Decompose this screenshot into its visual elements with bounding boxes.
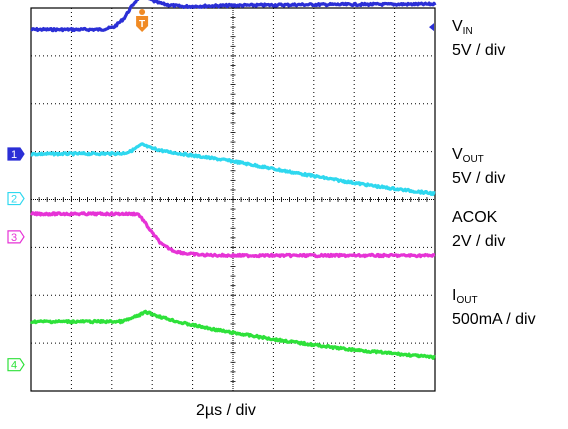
vin-name-sub: IN — [462, 26, 473, 37]
trace-2 — [30, 142, 436, 196]
trigger-flag — [136, 16, 149, 32]
plot-grid — [31, 8, 435, 391]
vout-name-sub: OUT — [462, 154, 484, 165]
channel-marker-shape — [7, 358, 25, 372]
channel-marker-number: 4 — [11, 360, 17, 372]
vin-scale: 5V / div — [452, 42, 506, 59]
channel-marker-number: 1 — [11, 149, 17, 161]
acok-scale: 2V / div — [452, 233, 506, 250]
channel-marker-3: 3 — [7, 230, 25, 244]
channel-marker-number: 2 — [11, 194, 17, 206]
vin-label: VIN 5V / div — [452, 17, 505, 60]
channel-marker-number: 3 — [11, 232, 17, 244]
channel-marker-4: 4 — [7, 358, 25, 372]
trace-1 — [30, 0, 437, 33]
trigger-dot — [139, 9, 146, 15]
trace-4 — [29, 309, 436, 360]
vout-name-main: V — [452, 146, 463, 163]
trace-3 — [30, 211, 436, 259]
trigger-marker: T — [136, 9, 149, 32]
acok-label: ACOK 2V / div — [452, 208, 505, 251]
vout-scale: 5V / div — [452, 170, 506, 187]
acok-name-main: ACOK — [452, 209, 498, 226]
x-axis-label: 2µs / div — [196, 402, 256, 419]
channel-marker-shape — [7, 230, 25, 244]
trigger-letter: T — [139, 19, 145, 30]
traces — [29, 0, 437, 360]
vin-name-main: V — [452, 18, 463, 35]
iout-scale: 500mA / div — [452, 311, 536, 328]
channel-markers: 1 2 3 4 T — [7, 9, 434, 372]
iout-name-main: I — [452, 287, 457, 304]
channel-marker-2: 2 — [7, 191, 25, 206]
channel-marker-shape — [7, 147, 25, 161]
channel-marker-1: 1 — [7, 147, 25, 161]
channel-marker-shape — [7, 191, 25, 206]
vout-label: VOUT 5V / div — [452, 145, 505, 188]
iout-name-sub: OUT — [456, 295, 478, 306]
trigger-level-arrow — [429, 23, 434, 32]
iout-label: IOUT 500mA / div — [452, 286, 536, 329]
